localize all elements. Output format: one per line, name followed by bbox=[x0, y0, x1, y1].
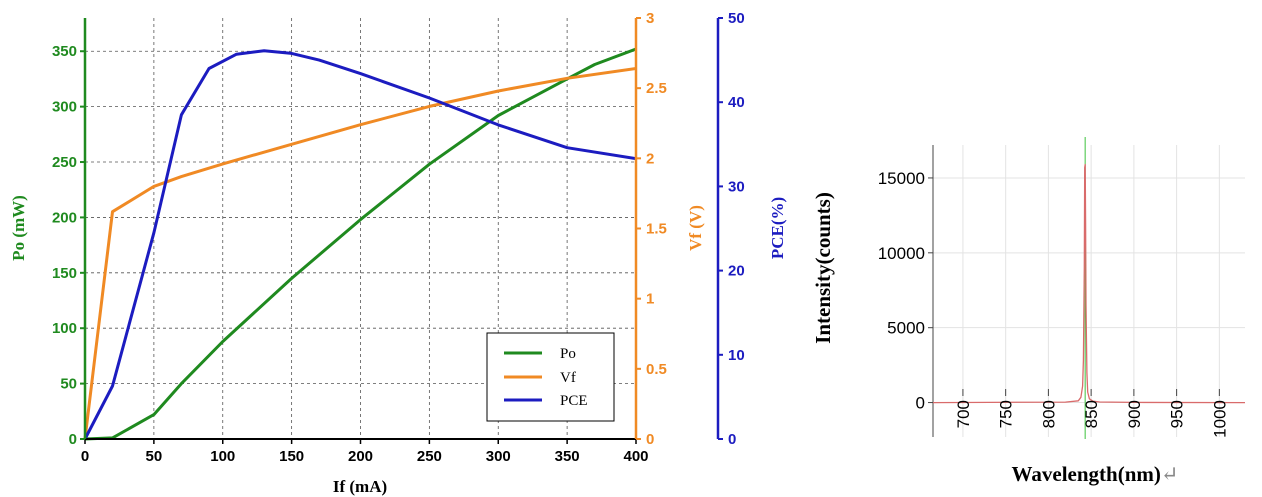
y3-tick-label: 50 bbox=[728, 10, 745, 27]
spectrum-grid bbox=[933, 145, 1245, 437]
y1-tick-label: 100 bbox=[52, 320, 77, 337]
spectrum-x-tick-label: 1000 bbox=[1210, 400, 1229, 438]
spectrum-y-tick-label: 0 bbox=[916, 394, 925, 413]
spectrum-x-tick-label: 950 bbox=[1168, 400, 1187, 428]
axes bbox=[80, 17, 723, 444]
spectrum-axes bbox=[928, 145, 1220, 437]
y2-tick-label: 0 bbox=[646, 431, 654, 448]
legend-label-po: Po bbox=[560, 346, 576, 362]
spectrum-x-axis-label-group: Wavelength(nm)↵ bbox=[1012, 462, 1179, 486]
x-tick-label: 350 bbox=[555, 448, 580, 465]
y2-tick-label: 1.5 bbox=[646, 221, 667, 238]
x-tick-label: 250 bbox=[417, 448, 442, 465]
spectrum-y-tick-label: 10000 bbox=[878, 244, 925, 263]
x-tick-label: 400 bbox=[623, 448, 648, 465]
y2-tick-label: 2 bbox=[646, 150, 654, 167]
x-tick-label: 300 bbox=[486, 448, 511, 465]
y1-tick-label: 250 bbox=[52, 154, 77, 171]
legend-label-vf: Vf bbox=[560, 370, 576, 386]
legend-label-pce: PCE bbox=[560, 393, 588, 409]
spectrum-y-tick-label: 15000 bbox=[878, 169, 925, 188]
y3-tick-label: 40 bbox=[728, 94, 745, 111]
y2-tick-label: 1 bbox=[646, 291, 654, 308]
spectrum-x-tick-label: 700 bbox=[954, 400, 973, 428]
spectrum-lines bbox=[932, 137, 1246, 439]
y1-tick-label: 350 bbox=[52, 43, 77, 60]
spectrum-series-line bbox=[932, 163, 1246, 404]
series-line-vf bbox=[83, 67, 637, 440]
y1-axis-label: Po (mW) bbox=[9, 195, 28, 261]
spectrum-y-tick-label: 5000 bbox=[887, 319, 925, 338]
lipv-chart: 0 50 100 150 200 250 300 350 4000501001502002503… bbox=[9, 10, 787, 496]
x-axis-label: If (mA) bbox=[333, 477, 387, 496]
y3-tick-label: 30 bbox=[728, 178, 745, 195]
y3-axis-label: PCE(%) bbox=[768, 197, 787, 259]
legend: Po Vf PCE bbox=[486, 332, 615, 422]
tick-labels: 0 50 100 150 200 250 300 350 4000501001502002503… bbox=[52, 10, 745, 465]
return-symbol: ↵ bbox=[1161, 462, 1179, 486]
y3-tick-label: 20 bbox=[728, 263, 745, 280]
y2-tick-label: 3 bbox=[646, 10, 654, 27]
y2-tick-label: 0.5 bbox=[646, 361, 667, 378]
x-tick-label: 200 bbox=[348, 448, 373, 465]
y3-tick-label: 0 bbox=[728, 431, 736, 448]
x-tick-label: 100 bbox=[210, 448, 235, 465]
spectrum-x-tick-label: 800 bbox=[1039, 400, 1058, 428]
spectrum-x-tick-label: 850 bbox=[1082, 400, 1101, 428]
series-line-pce bbox=[83, 49, 637, 440]
y2-tick-label: 2.5 bbox=[646, 80, 667, 97]
y1-tick-label: 300 bbox=[52, 99, 77, 116]
spectrum-x-axis-label: Wavelength(nm) bbox=[1012, 462, 1161, 486]
spectrum-y-axis-label: Intensity(counts) bbox=[811, 192, 835, 344]
spectrum-x-tick-label: 750 bbox=[997, 400, 1016, 428]
x-tick-label: 0 bbox=[81, 448, 89, 465]
y2-axis-label: Vf (V) bbox=[686, 205, 705, 251]
spectrum-x-tick-label: 900 bbox=[1125, 400, 1144, 428]
y3-tick-label: 10 bbox=[728, 347, 745, 364]
y1-tick-label: 50 bbox=[60, 376, 77, 393]
x-tick-label: 150 bbox=[279, 448, 304, 465]
y1-tick-label: 200 bbox=[52, 209, 77, 226]
x-tick-label: 50 bbox=[146, 448, 163, 465]
y1-tick-label: 0 bbox=[69, 431, 77, 448]
y1-tick-label: 150 bbox=[52, 265, 77, 282]
plot-lines bbox=[83, 47, 637, 441]
